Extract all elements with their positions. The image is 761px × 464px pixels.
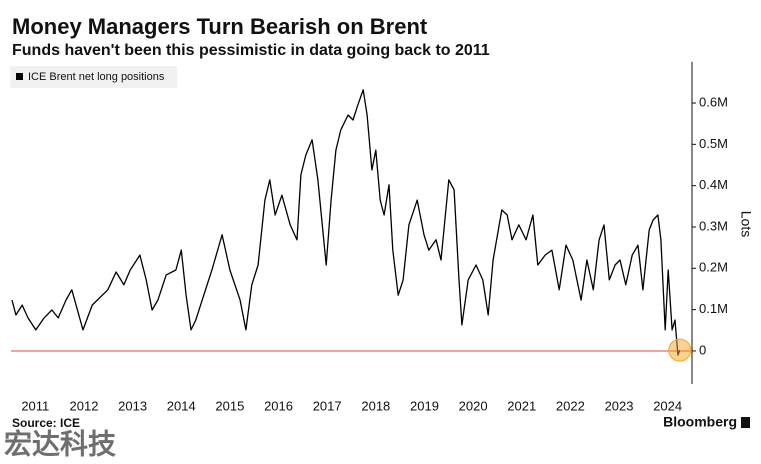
x-tick-label: 2021 [507,398,536,413]
legend-box [10,66,177,88]
x-tick-label: 2017 [313,398,342,413]
source: Source: ICE [12,416,80,430]
x-tick-label: 2018 [361,398,390,413]
brand: Bloomberg [663,414,737,430]
chart-subtitle: Funds haven't been this pessimistic in d… [12,42,490,59]
x-tick-label: 2011 [21,398,49,413]
y-tick-label: 0.1M [699,301,728,316]
watermark: 宏达科技 [4,427,116,459]
y-axis-label: Lots [738,211,754,237]
y-tick-label: 0.3M [699,218,728,233]
highlight [668,338,692,362]
legend-label: ICE Brent net long positions [28,71,165,83]
line-series [11,89,681,356]
y-tick-label: 0.6M [699,94,728,109]
x-tick-label: 2015 [215,398,244,413]
x-tick-label: 2012 [70,398,99,413]
legend-swatch [16,73,23,80]
brand-icon [741,417,750,428]
x-tick-label: 2020 [459,398,488,413]
y-tick-label: 0 [699,342,706,357]
chart-title: Money Managers Turn Bearish on Brent [12,14,428,39]
x-tick-label: 2019 [410,398,439,413]
y-tick-label: 0.2M [699,260,728,275]
y-tick-label: 0.4M [699,177,728,192]
x-tick-label: 2024 [653,398,682,413]
y-tick-label: 0.5M [699,136,728,151]
x-tick-label: 2023 [605,398,634,413]
x-tick-label: 2013 [118,398,147,413]
x-tick-label: 2022 [556,398,585,413]
x-tick-label: 2014 [167,398,196,413]
x-tick-label: 2016 [264,398,293,413]
